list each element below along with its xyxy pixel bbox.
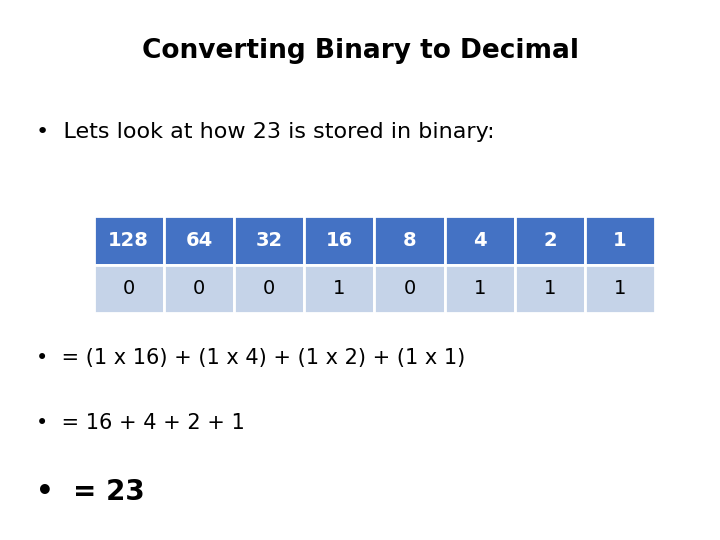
Text: 0: 0 xyxy=(122,279,135,299)
FancyBboxPatch shape xyxy=(164,216,234,265)
Text: 8: 8 xyxy=(402,231,416,250)
FancyBboxPatch shape xyxy=(94,216,164,265)
FancyBboxPatch shape xyxy=(374,216,445,265)
FancyBboxPatch shape xyxy=(445,265,515,313)
FancyBboxPatch shape xyxy=(304,265,374,313)
FancyBboxPatch shape xyxy=(304,216,374,265)
Text: 1: 1 xyxy=(613,231,627,250)
Text: •  = 16 + 4 + 2 + 1: • = 16 + 4 + 2 + 1 xyxy=(36,413,245,433)
FancyBboxPatch shape xyxy=(234,216,304,265)
Text: 4: 4 xyxy=(473,231,487,250)
FancyBboxPatch shape xyxy=(585,265,655,313)
Text: 1: 1 xyxy=(474,279,486,299)
Text: 1: 1 xyxy=(614,279,626,299)
Text: 0: 0 xyxy=(403,279,415,299)
Text: •  Lets look at how 23 is stored in binary:: • Lets look at how 23 is stored in binar… xyxy=(36,122,495,141)
Text: •  = (1 x 16) + (1 x 4) + (1 x 2) + (1 x 1): • = (1 x 16) + (1 x 4) + (1 x 2) + (1 x … xyxy=(36,348,465,368)
Text: 0: 0 xyxy=(193,279,205,299)
Text: 128: 128 xyxy=(108,231,149,250)
Text: •  = 23: • = 23 xyxy=(36,478,145,506)
Text: 1: 1 xyxy=(544,279,556,299)
FancyBboxPatch shape xyxy=(234,265,304,313)
Text: 32: 32 xyxy=(256,231,283,250)
FancyBboxPatch shape xyxy=(164,265,234,313)
FancyBboxPatch shape xyxy=(94,265,164,313)
FancyBboxPatch shape xyxy=(585,216,655,265)
FancyBboxPatch shape xyxy=(515,265,585,313)
Text: 16: 16 xyxy=(325,231,353,250)
Text: 64: 64 xyxy=(185,231,212,250)
FancyBboxPatch shape xyxy=(374,265,445,313)
FancyBboxPatch shape xyxy=(515,216,585,265)
Text: 0: 0 xyxy=(263,279,275,299)
Text: Converting Binary to Decimal: Converting Binary to Decimal xyxy=(142,38,578,64)
Text: 1: 1 xyxy=(333,279,346,299)
FancyBboxPatch shape xyxy=(445,216,515,265)
Text: 2: 2 xyxy=(543,231,557,250)
